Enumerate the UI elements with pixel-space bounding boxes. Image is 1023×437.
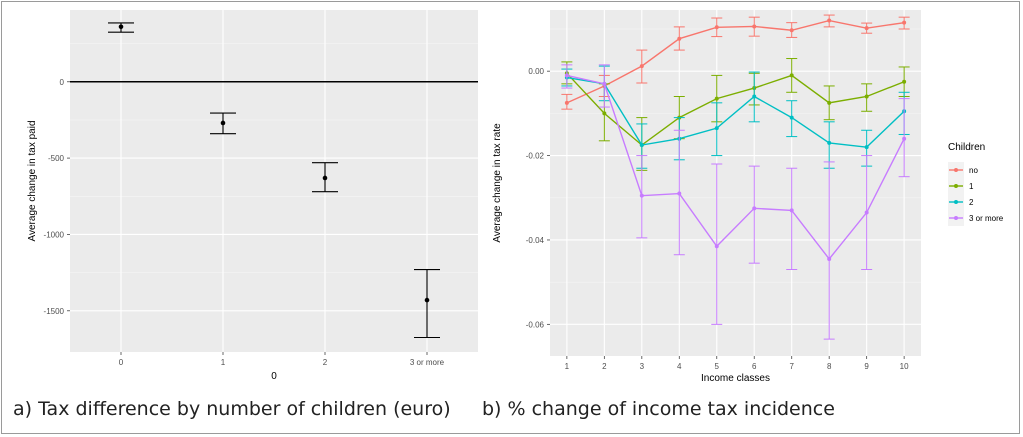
data-point: [789, 115, 794, 120]
y-axis-title: Average change in tax rate: [492, 123, 503, 243]
data-point: [677, 36, 682, 41]
y-tick-label: -0.06: [526, 320, 545, 329]
data-point: [789, 28, 794, 33]
series-line: [566, 72, 905, 146]
x-tick-label: 0: [119, 358, 124, 367]
data-point: [118, 24, 124, 30]
data-point: [220, 120, 226, 126]
legend-label: 2: [969, 198, 974, 207]
x-tick-label: 9: [864, 362, 869, 371]
data-point: [902, 79, 907, 84]
series-line: [566, 74, 905, 261]
data-point: [322, 175, 328, 181]
plot-panel: [550, 10, 921, 356]
series-3-or-more: [561, 64, 910, 340]
legend-label: 1: [969, 182, 974, 191]
data-point: [424, 297, 430, 303]
x-tick-label: 3: [640, 362, 645, 371]
data-point: [752, 94, 757, 99]
legend-title: Children: [948, 142, 985, 153]
data-point: [827, 256, 832, 261]
legend-key-point: [954, 184, 958, 188]
x-tick-label: 1: [565, 362, 570, 371]
y-tick-label: -0.04: [526, 236, 545, 245]
data-point: [677, 191, 682, 196]
series-line: [566, 19, 905, 104]
y-tick-label: -0.02: [526, 152, 545, 161]
legend-label: no: [969, 166, 978, 175]
data-point: [789, 73, 794, 78]
data-point: [639, 143, 644, 148]
series-line: [566, 76, 905, 148]
y-tick-label: 0.00: [528, 67, 544, 76]
x-tick-label: 3 or more: [410, 358, 445, 367]
x-tick-label: 4: [677, 362, 682, 371]
data-point: [827, 18, 832, 23]
data-point: [714, 244, 719, 249]
data-point: [714, 126, 719, 131]
data-point: [864, 94, 869, 99]
x-tick-label: 7: [789, 362, 794, 371]
data-point: [752, 24, 757, 29]
x-axis-title: 0: [271, 371, 277, 382]
legend: Children no 1 2 3 or more: [948, 142, 1004, 226]
legend-label: 3 or more: [969, 214, 1004, 223]
data-point: [827, 100, 832, 105]
x-tick-label: 8: [827, 362, 832, 371]
legend-key-point: [954, 216, 958, 220]
data-point: [714, 25, 719, 30]
data-point: [827, 140, 832, 145]
data-point: [639, 193, 644, 198]
y-tick-label: -500: [48, 154, 65, 163]
data-point: [902, 20, 907, 25]
x-tick-label: 2: [323, 358, 328, 367]
data-point: [752, 206, 757, 211]
data-point: [602, 81, 607, 86]
data-point: [639, 64, 644, 69]
y-tick-label: 0: [60, 78, 65, 87]
data-point: [602, 111, 607, 116]
x-tick-label: 6: [752, 362, 757, 371]
plot-panel: [70, 10, 478, 352]
chart-tax-difference: 0 -500 -1000 -1500 0 1 2 3 or more 0 Average chan…: [27, 10, 478, 382]
x-tick-label: 10: [900, 362, 909, 371]
legend-key-point: [954, 200, 958, 204]
data-point: [902, 136, 907, 141]
data-point: [564, 100, 569, 105]
data-point: [864, 145, 869, 150]
caption-a: a) Tax difference by number of children …: [13, 398, 451, 420]
data-point: [864, 26, 869, 31]
x-tick-label: 2: [602, 362, 607, 371]
x-axis-title: Income classes: [701, 373, 770, 384]
y-tick-label: -1000: [44, 230, 65, 239]
chart-tax-rate-change: 0.00 -0.02 -0.04 -0.06 1 2 3 4 5 6 7 8 9 10 Income cla…: [492, 10, 1004, 384]
data-point: [564, 73, 569, 78]
caption-b: b) % change of income tax incidence: [482, 398, 835, 420]
x-tick-label: 1: [221, 358, 226, 367]
data-point: [789, 208, 794, 213]
y-axis-title: Average change in tax paid: [27, 120, 38, 241]
legend-key-point: [954, 168, 958, 172]
data-point: [714, 96, 719, 101]
x-tick-label: 5: [715, 362, 720, 371]
y-tick-label: -1500: [44, 307, 65, 316]
data-point: [864, 210, 869, 215]
